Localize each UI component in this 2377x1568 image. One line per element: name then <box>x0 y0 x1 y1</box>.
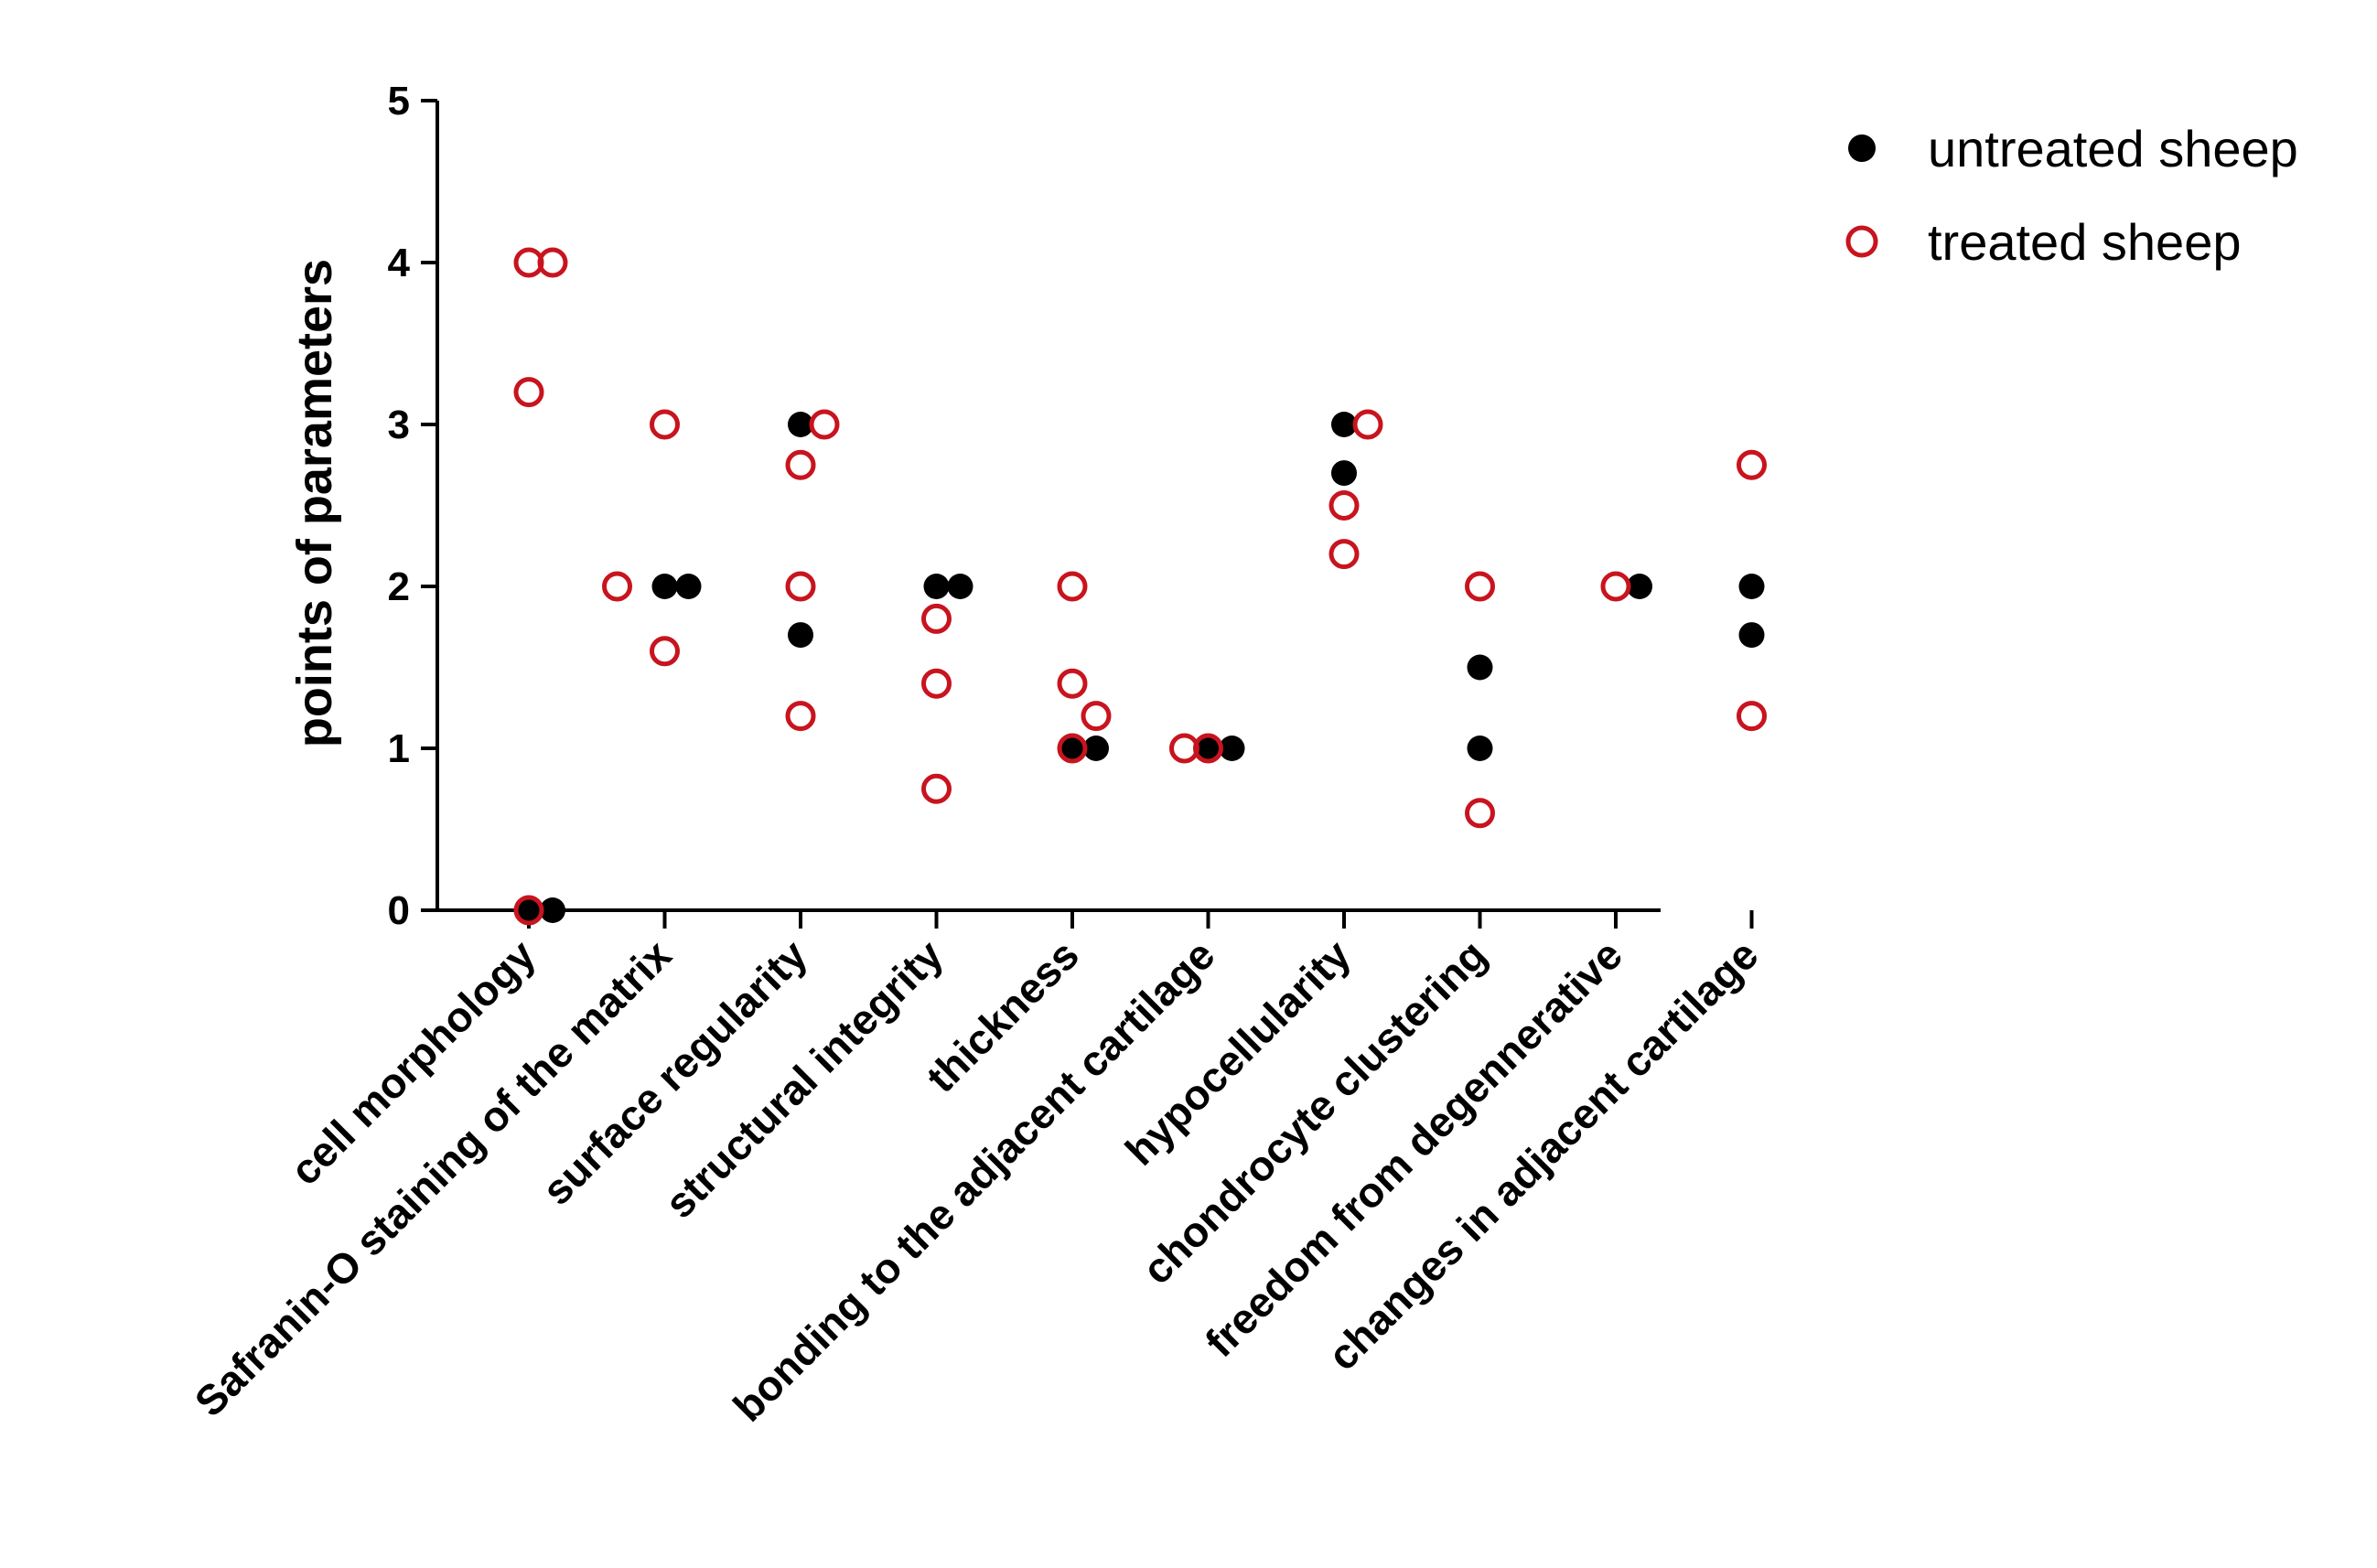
treated-point <box>785 571 816 602</box>
y-tick-label: 1 <box>388 726 410 771</box>
treated-point <box>1600 571 1631 602</box>
treated-point <box>921 773 952 804</box>
treated-point <box>650 636 680 667</box>
untreated-point <box>1195 736 1221 761</box>
legend-label: untreated sheep <box>1928 120 2298 177</box>
untreated-point <box>1083 736 1109 761</box>
treated-point <box>1057 733 1088 764</box>
x-tick-label: surface regularity <box>532 930 816 1214</box>
treated-point <box>785 449 816 480</box>
treated-point <box>1465 798 1495 829</box>
untreated-point <box>540 897 565 923</box>
treated-point <box>1737 449 1767 480</box>
x-tick-label: Safranin-O staining of the matrix <box>186 930 681 1425</box>
treated-point <box>921 668 952 699</box>
untreated-point <box>1331 412 1357 437</box>
treated-point <box>1737 701 1767 732</box>
y-tick-label: 3 <box>388 403 410 447</box>
untreated-point <box>1738 622 1765 649</box>
treated-point <box>513 377 544 408</box>
treated-point <box>1081 701 1112 732</box>
legend-marker <box>1848 134 1876 162</box>
y-axis-label: points of parameters <box>287 259 342 747</box>
treated-point <box>1328 490 1360 521</box>
treated-point <box>1057 668 1088 699</box>
untreated-point <box>788 412 813 437</box>
treated-point <box>513 895 544 926</box>
x-tick-label: bonding to the adjacent cartilage <box>724 930 1223 1430</box>
untreated-point <box>923 574 950 599</box>
treated-point <box>809 409 840 440</box>
axes: 0 1 2 3 4 5 <box>388 79 1754 933</box>
treated-point <box>1328 539 1360 570</box>
untreated-point <box>788 622 813 649</box>
y-tick-label: 0 <box>388 888 410 933</box>
treated-point <box>785 701 816 732</box>
treated-point <box>650 409 680 440</box>
y-tick-label: 5 <box>388 79 410 124</box>
treated-point <box>1352 409 1383 440</box>
treated-point <box>537 247 568 278</box>
x-tick-label: cell morphology <box>281 930 544 1194</box>
treated-point <box>1057 571 1088 602</box>
untreated-point <box>1467 736 1493 761</box>
data-points <box>513 247 1767 926</box>
untreated-point <box>1331 460 1357 487</box>
treated-point <box>1193 733 1223 764</box>
treated-point <box>602 571 632 602</box>
legend-label: treated sheep <box>1928 213 2241 271</box>
y-tick-label: 4 <box>388 241 411 285</box>
untreated-point <box>1059 736 1085 761</box>
untreated-point <box>1467 654 1493 681</box>
y-tick-label: 2 <box>388 564 410 609</box>
treated-point <box>1465 571 1495 602</box>
untreated-point <box>1738 574 1765 599</box>
legend-marker <box>1845 225 1878 258</box>
untreated-point <box>675 574 702 599</box>
untreated-point <box>947 574 973 599</box>
treated-point <box>921 603 952 634</box>
untreated-point <box>516 897 542 923</box>
legend: untreated sheep treated sheep <box>1845 120 2298 271</box>
untreated-point <box>1219 736 1245 761</box>
untreated-point <box>651 574 678 599</box>
untreated-point <box>1627 574 1652 599</box>
